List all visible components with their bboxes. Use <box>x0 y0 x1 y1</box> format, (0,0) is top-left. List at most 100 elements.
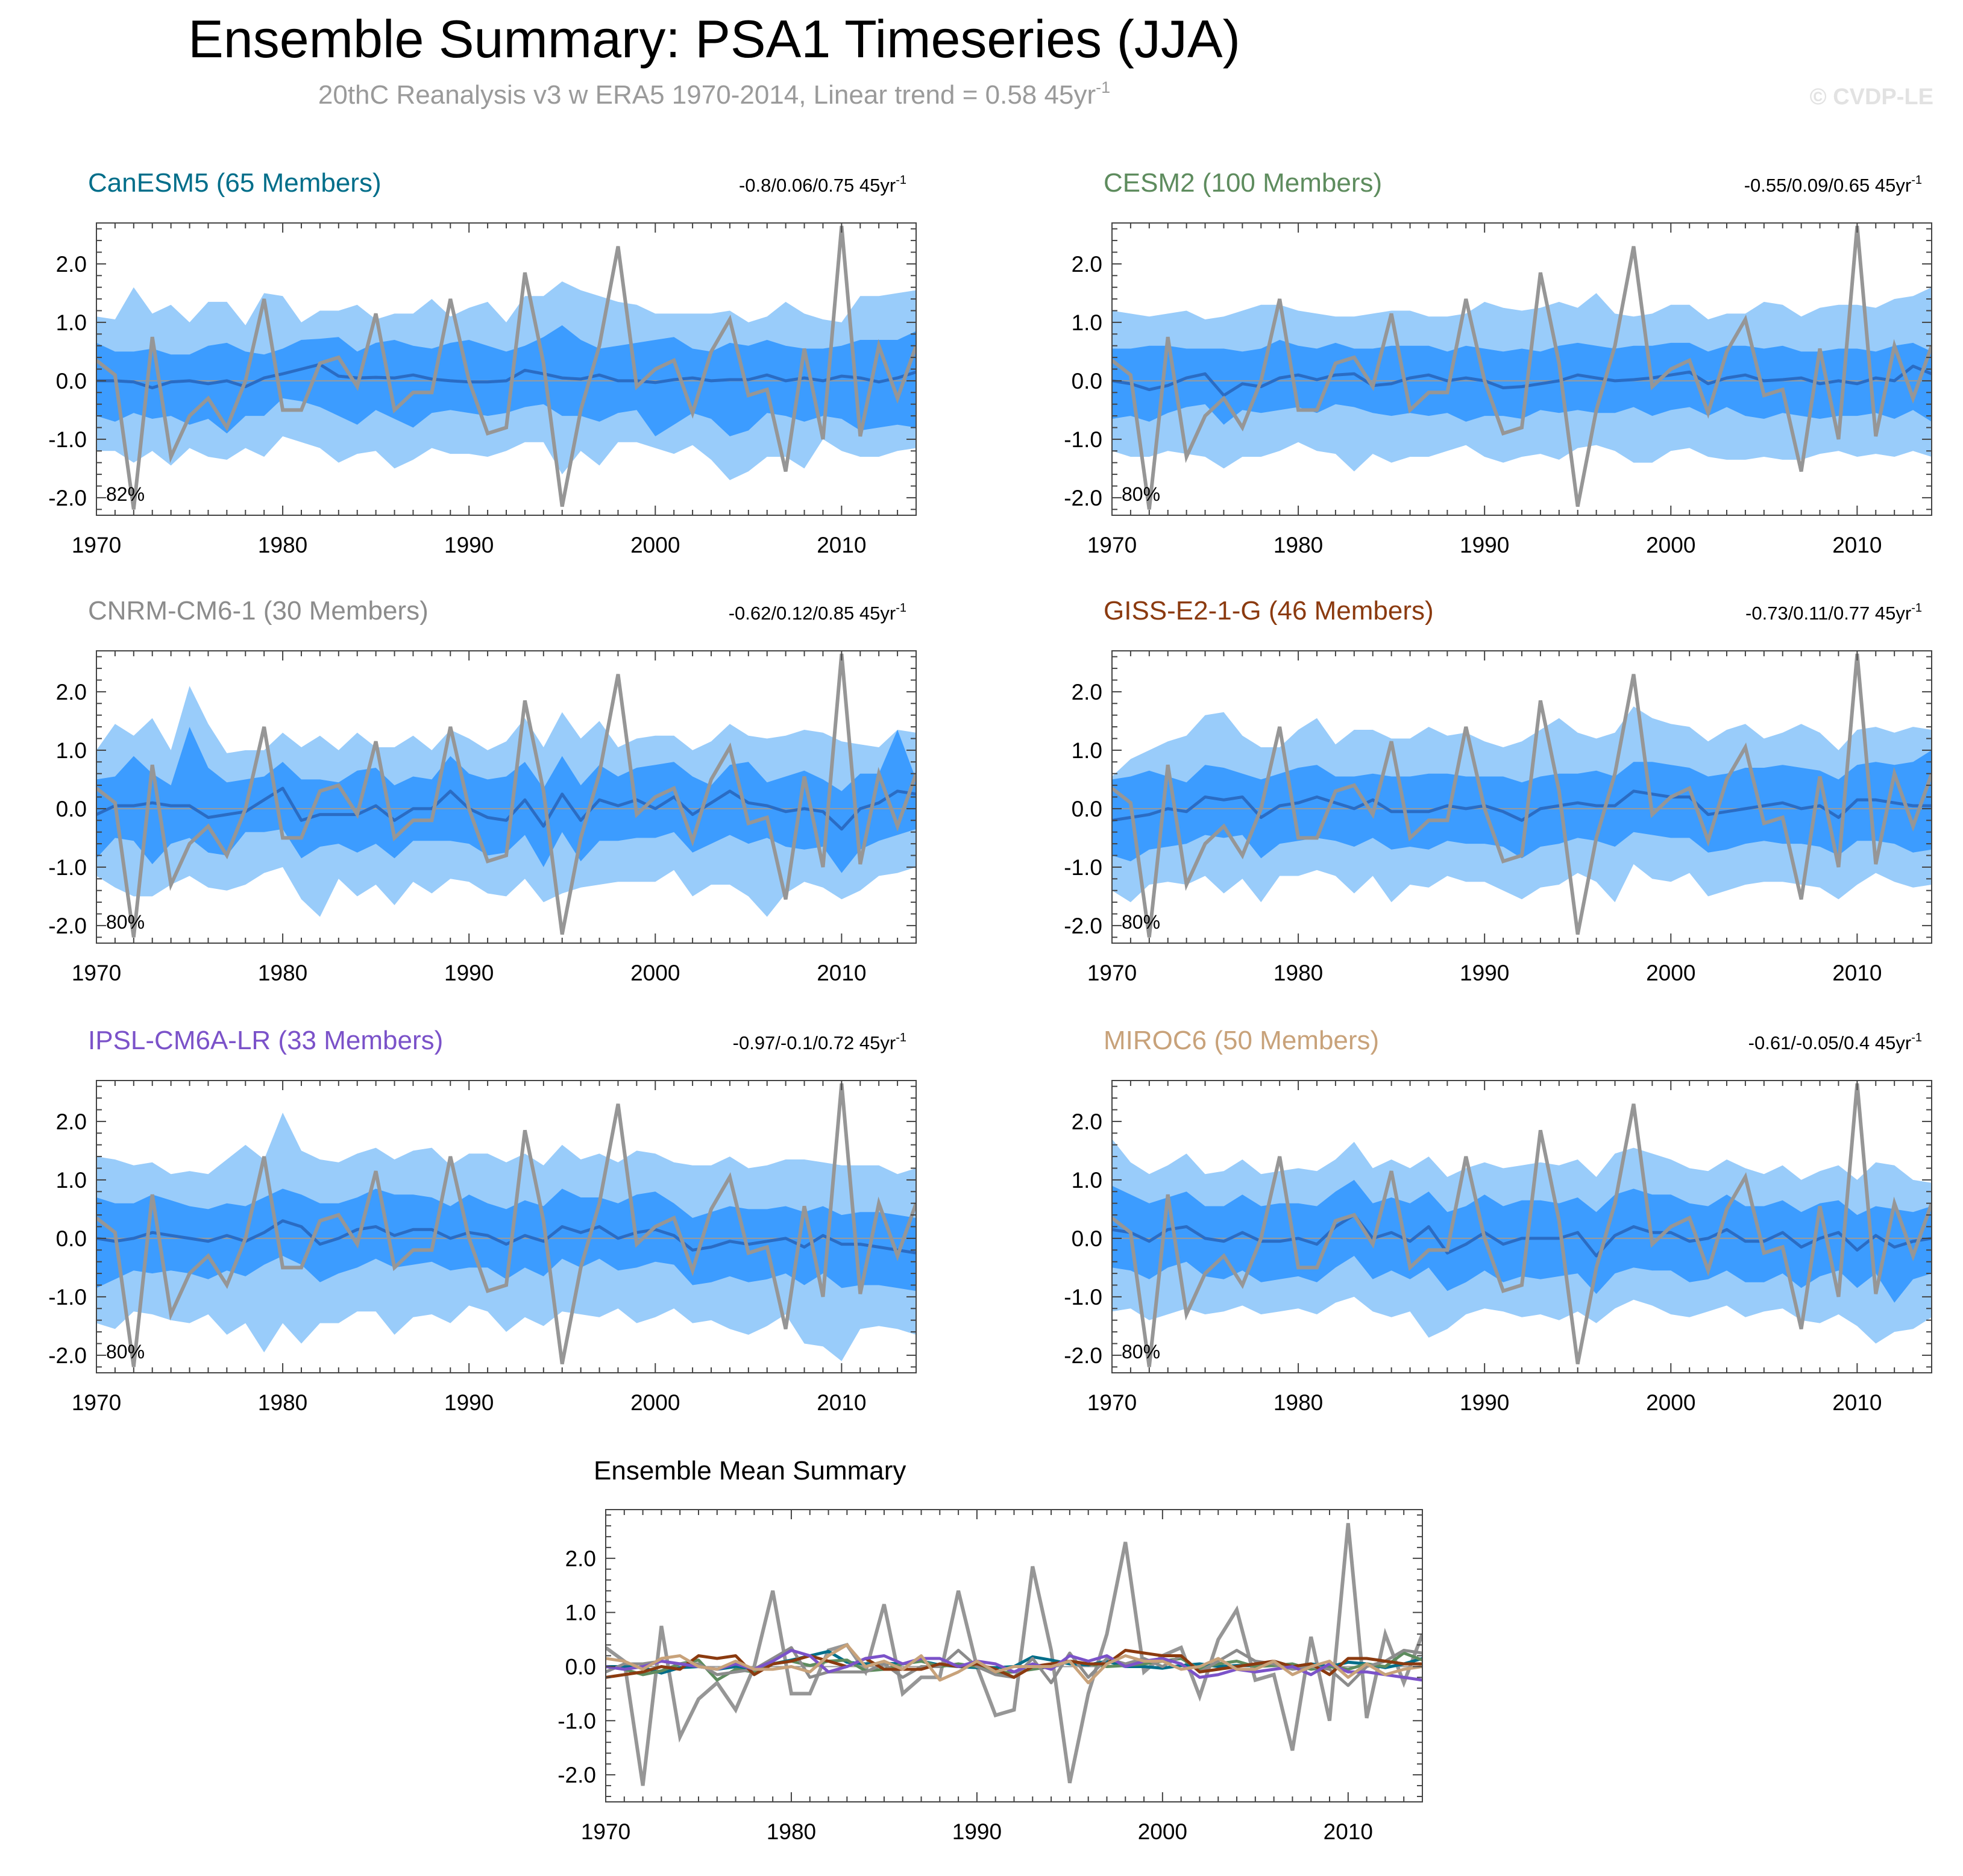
y-tick-label: -1.0 <box>557 1708 596 1733</box>
ensemble-mean-line <box>96 1219 916 1255</box>
y-tick-label: -2.0 <box>1064 1343 1102 1368</box>
y-tick-label: 0.0 <box>1072 1226 1102 1251</box>
x-tick-label: 1970 <box>72 1390 121 1415</box>
subtitle-sup: -1 <box>1096 78 1110 96</box>
y-tick-label: 1.0 <box>1072 738 1102 763</box>
observations-line <box>1112 1083 1932 1367</box>
panel-title: CNRM-CM6-1 (30 Members) <box>88 596 429 626</box>
x-tick-label: 2010 <box>1832 961 1882 985</box>
trend-range-sup: -1 <box>1911 174 1922 187</box>
panels: 2.0 1.0 0.0 -1.0 -2.0 1970 1980 1990 2000 2010 Can… <box>48 168 1932 1415</box>
inner-range-band <box>1112 340 1932 425</box>
y-tick-label: 0.0 <box>56 1226 87 1251</box>
plot-area <box>96 653 916 938</box>
panel-title: GISS-E2-1-G (46 Members) <box>1104 596 1434 626</box>
y-tick-label: -2.0 <box>48 486 87 510</box>
observations-line <box>1112 653 1932 938</box>
observations-line <box>96 653 916 938</box>
y-tick-label: 2.0 <box>1072 680 1102 704</box>
trend-range-sup: -1 <box>896 1031 906 1044</box>
ensemble-mean-line <box>1112 365 1932 397</box>
y-tick-label: 1.0 <box>56 738 87 763</box>
y-tick-label: -2.0 <box>1064 486 1102 510</box>
figure-subtitle: 20thC Reanalysis v3 w ERA5 1970-2014, Li… <box>318 78 1110 110</box>
plot-area <box>96 225 916 510</box>
trend-range-sup: -1 <box>896 174 906 187</box>
plot-area <box>1112 225 1932 510</box>
percentile-label: 80% <box>106 1341 145 1363</box>
observations-line <box>96 225 916 510</box>
y-tick-label: 1.0 <box>1072 310 1102 335</box>
x-tick-label: 1980 <box>258 1390 307 1415</box>
model-mean-line <box>606 1643 1422 1684</box>
percentile-label: 82% <box>106 483 145 505</box>
y-tick-label: 2.0 <box>1072 1109 1102 1134</box>
y-tick-label: -1.0 <box>1064 855 1102 880</box>
model-panel: 2.0 1.0 0.0 -1.0 -2.0 1970 1980 1990 2000 2010 Can… <box>48 168 917 557</box>
trend-range-sup: -1 <box>1911 601 1922 615</box>
model-panel: 2.0 1.0 0.0 -1.0 -2.0 1970 1980 1990 2000 2010 IPS… <box>48 1026 917 1415</box>
y-tick-label: -1.0 <box>48 427 87 452</box>
x-tick-label: 1990 <box>1460 961 1509 985</box>
x-tick-label: 2000 <box>1646 1390 1695 1415</box>
x-tick-label: 1970 <box>72 961 121 985</box>
x-tick-label: 2000 <box>630 533 680 557</box>
trend-range-label: -0.97/-0.1/0.72 45yr-1 <box>733 1031 906 1053</box>
y-tick-label: 1.0 <box>56 1168 87 1193</box>
y-tick-label: 0.0 <box>565 1654 596 1679</box>
y-tick-label: -1.0 <box>48 855 87 880</box>
trend-range-sup: -1 <box>1911 1031 1922 1044</box>
y-tick-label: 1.0 <box>56 310 87 335</box>
panel-title: CESM2 (100 Members) <box>1104 168 1382 198</box>
observations-line <box>96 1083 916 1367</box>
y-tick-label: -2.0 <box>48 1343 87 1368</box>
x-tick-label: 2000 <box>1646 533 1695 557</box>
ensemble-mean-line <box>1112 789 1932 822</box>
trend-range-label: -0.73/0.11/0.77 45yr-1 <box>1745 601 1922 624</box>
trend-range-label: -0.8/0.06/0.75 45yr-1 <box>739 174 906 196</box>
x-tick-label: 2010 <box>817 533 866 557</box>
y-tick-label: 0.0 <box>56 369 87 394</box>
x-tick-label: 1990 <box>1460 533 1509 557</box>
y-tick-label: 0.0 <box>56 797 87 821</box>
y-tick-label: -1.0 <box>1064 427 1102 452</box>
x-tick-label: 1990 <box>444 1390 494 1415</box>
trend-range-text: -0.62/0.12/0.85 45yr <box>729 603 896 624</box>
trend-range-label: -0.61/-0.05/0.4 45yr-1 <box>1748 1031 1922 1053</box>
subtitle-text: 20thC Reanalysis v3 w ERA5 1970-2014, Li… <box>318 80 1096 110</box>
panel-title: MIROC6 (50 Members) <box>1104 1026 1379 1055</box>
y-tick-label: 2.0 <box>56 1109 87 1134</box>
x-tick-label: 2000 <box>1138 1819 1187 1844</box>
x-tick-label: 1990 <box>952 1819 1002 1844</box>
observations-line <box>1112 225 1932 510</box>
x-tick-label: 1980 <box>1274 1390 1323 1415</box>
x-tick-label: 2010 <box>817 961 866 985</box>
trend-range-text: -0.97/-0.1/0.72 45yr <box>733 1032 896 1053</box>
x-tick-label: 2010 <box>1832 533 1882 557</box>
x-tick-label: 2000 <box>630 961 680 985</box>
x-tick-label: 1970 <box>1087 1390 1137 1415</box>
y-tick-label: -1.0 <box>1064 1285 1102 1310</box>
y-tick-label: 2.0 <box>1072 252 1102 277</box>
trend-range-text: -0.73/0.11/0.77 45yr <box>1745 603 1911 624</box>
model-panel: 2.0 1.0 0.0 -1.0 -2.0 1970 1980 1990 2000 2010 MIR… <box>1064 1026 1932 1415</box>
model-panel: 2.0 1.0 0.0 -1.0 -2.0 1970 1980 1990 2000 2010 GIS… <box>1064 596 1932 985</box>
y-tick-label: 2.0 <box>565 1546 596 1571</box>
y-tick-label: 2.0 <box>56 680 87 704</box>
x-tick-label: 1980 <box>1274 961 1323 985</box>
y-tick-label: 0.0 <box>1072 369 1102 394</box>
x-tick-label: 1980 <box>258 533 307 557</box>
x-tick-label: 1990 <box>1460 1390 1509 1415</box>
ensemble-mean-summary: 2.0 1.0 0.0 -1.0 -2.0 1970 1980 1990 2000 2010 Ens… <box>557 1456 1423 1844</box>
x-tick-label: 1990 <box>444 533 494 557</box>
x-tick-label: 2010 <box>1832 1390 1882 1415</box>
ensemble-mean-line <box>96 363 916 389</box>
figure-title: Ensemble Summary: PSA1 Timeseries (JJA) <box>188 9 1240 69</box>
percentile-label: 80% <box>106 911 145 933</box>
x-tick-label: 1970 <box>1087 961 1137 985</box>
trend-range-text: -0.61/-0.05/0.4 45yr <box>1748 1032 1912 1053</box>
model-panel: 2.0 1.0 0.0 -1.0 -2.0 1970 1980 1990 2000 2010 CES… <box>1064 168 1932 557</box>
x-tick-label: 2010 <box>817 1390 866 1415</box>
percentile-label: 80% <box>1122 483 1160 505</box>
